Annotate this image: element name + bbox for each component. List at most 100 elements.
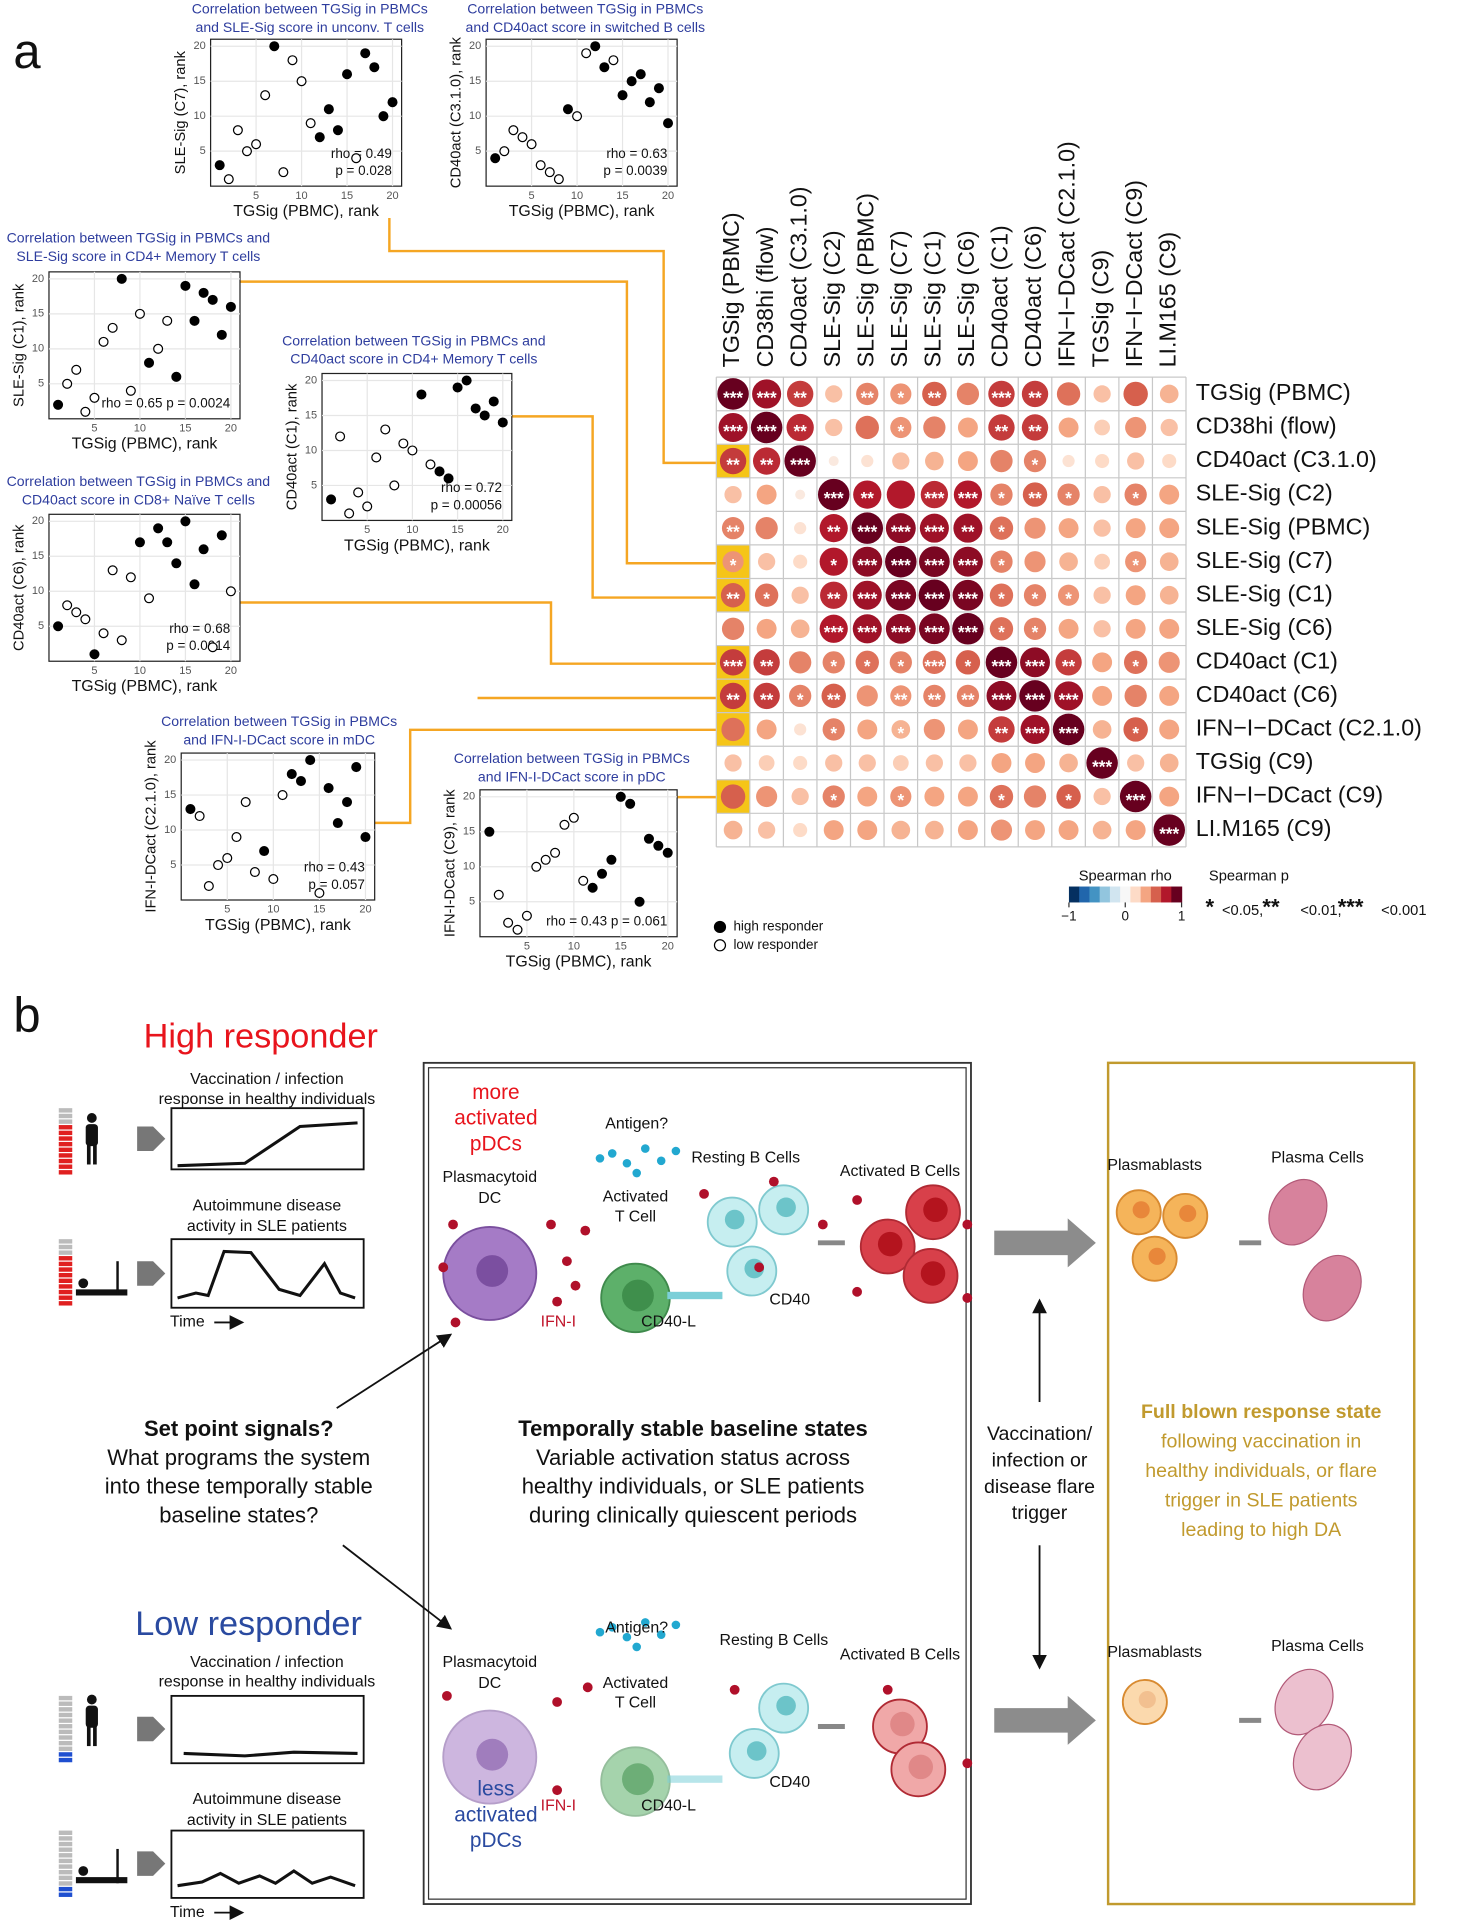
corr-circle bbox=[1093, 485, 1111, 504]
corr-circle bbox=[1093, 787, 1111, 806]
corr-circle bbox=[852, 546, 883, 577]
p-stars: * bbox=[1132, 723, 1139, 743]
particle bbox=[582, 1682, 593, 1693]
plot-title: Correlation between TGSig in PBMCs bbox=[161, 713, 397, 729]
y-tick-label: 20 bbox=[32, 515, 44, 527]
corr-circle bbox=[1159, 518, 1180, 539]
x-tick-label: 15 bbox=[616, 190, 628, 202]
column-label: TGSig (PBMC) bbox=[718, 212, 744, 367]
corr-circle bbox=[886, 480, 915, 509]
point bbox=[107, 322, 118, 333]
p-stars: ** bbox=[1028, 387, 1042, 407]
corr-circle bbox=[757, 553, 776, 571]
point bbox=[277, 790, 288, 801]
level-bar bbox=[58, 1724, 73, 1729]
particle bbox=[552, 1296, 563, 1307]
particle bbox=[640, 1144, 650, 1153]
p-stars: * bbox=[830, 790, 837, 810]
point bbox=[599, 62, 610, 73]
y-tick-label: 5 bbox=[170, 859, 176, 871]
colorbar-swatch bbox=[1171, 886, 1183, 903]
annotation: rho = 0.43 bbox=[304, 860, 365, 875]
level-bar bbox=[58, 1239, 73, 1244]
point bbox=[512, 924, 523, 935]
colorbar-tick-label: 1 bbox=[1178, 909, 1185, 924]
p-stars: ** bbox=[827, 522, 841, 542]
trigger-text: infection or bbox=[992, 1450, 1088, 1472]
plot-title: and IFN-I-DCact score in pDC bbox=[478, 768, 666, 784]
level-bar bbox=[58, 1141, 73, 1147]
corr-circle bbox=[1023, 449, 1047, 473]
corr-circle bbox=[756, 719, 777, 740]
corr-circle bbox=[786, 380, 814, 408]
y-tick-label: 15 bbox=[32, 550, 44, 562]
p-stars: * bbox=[797, 689, 804, 709]
p-stars: ** bbox=[827, 589, 841, 609]
level-bar bbox=[58, 1707, 73, 1712]
corr-circle bbox=[989, 617, 1014, 641]
p-stars: *** bbox=[924, 589, 944, 609]
level-bar bbox=[58, 1250, 73, 1255]
plot-title: Correlation between TGSig in PBMCs and bbox=[7, 230, 270, 246]
corr-circle bbox=[955, 650, 981, 675]
p-stars: * bbox=[965, 656, 972, 676]
x-axis-label: TGSig (PBMC), rank bbox=[506, 954, 652, 971]
point bbox=[553, 174, 564, 185]
particle bbox=[595, 1627, 605, 1637]
point bbox=[351, 153, 362, 164]
graph-caption: Autoimmune disease bbox=[193, 1197, 342, 1214]
p-stars: * bbox=[1132, 555, 1139, 575]
particle bbox=[622, 1632, 632, 1642]
point bbox=[231, 832, 242, 843]
legend-marker bbox=[713, 920, 727, 934]
corr-circle bbox=[753, 682, 780, 710]
corr-circle bbox=[952, 546, 983, 577]
point bbox=[194, 811, 205, 822]
p-stars: *** bbox=[857, 555, 877, 575]
pdc-note: pDCs bbox=[470, 1829, 522, 1852]
corr-circle bbox=[989, 583, 1014, 607]
p-stars: ** bbox=[1062, 656, 1076, 676]
corr-circle bbox=[890, 785, 912, 808]
row-label: SLE-Sig (PBMC) bbox=[1196, 513, 1370, 539]
legend-marker bbox=[713, 939, 727, 952]
point bbox=[544, 167, 555, 178]
corr-circle bbox=[720, 583, 746, 608]
colorbar-swatch bbox=[1099, 886, 1111, 903]
point bbox=[225, 586, 236, 597]
colorbar-title: Spearman rho bbox=[1079, 869, 1172, 885]
corr-circle bbox=[1057, 483, 1080, 506]
row-label: CD40act (C3.1.0) bbox=[1196, 446, 1377, 472]
p-stars: *** bbox=[991, 387, 1011, 407]
full-response-text: healthy individuals, or flare bbox=[1145, 1460, 1377, 1482]
y-tick-label: 15 bbox=[32, 308, 44, 320]
corr-circle bbox=[758, 755, 775, 771]
level-bar bbox=[58, 1853, 73, 1858]
corr-circle bbox=[819, 547, 848, 576]
row-label: IFN−I−DCact (C9) bbox=[1196, 782, 1383, 808]
point bbox=[305, 118, 316, 129]
corr-circle bbox=[990, 819, 1013, 841]
cell-label: Activated bbox=[603, 1675, 668, 1692]
p-stars: *** bbox=[958, 488, 978, 508]
corr-circle bbox=[752, 447, 781, 475]
annotation: rho = 0.72 bbox=[441, 480, 502, 495]
point bbox=[116, 273, 127, 284]
corr-circle bbox=[892, 452, 910, 470]
corr-circle bbox=[988, 414, 1015, 441]
corr-circle bbox=[889, 651, 912, 674]
synapse bbox=[667, 1775, 723, 1783]
point bbox=[653, 83, 664, 94]
plot-frame bbox=[180, 752, 376, 901]
x-tick-label: 20 bbox=[662, 190, 674, 202]
point bbox=[389, 480, 400, 491]
colorbar-swatch bbox=[1161, 886, 1172, 903]
p-stars: *** bbox=[1159, 824, 1179, 844]
synapse bbox=[667, 1291, 723, 1300]
y-axis-label: CD40act (C1), rank bbox=[285, 383, 301, 510]
corr-circle bbox=[957, 417, 978, 438]
point bbox=[71, 607, 82, 618]
corr-circle bbox=[855, 415, 879, 440]
panel-b-layout bbox=[58, 1061, 1416, 1920]
nucleus bbox=[1179, 1204, 1197, 1223]
